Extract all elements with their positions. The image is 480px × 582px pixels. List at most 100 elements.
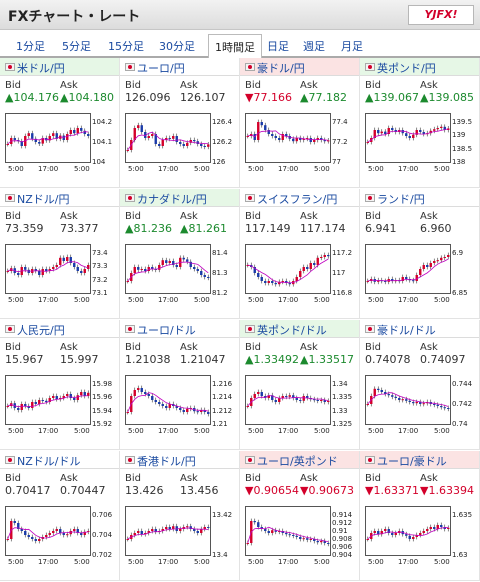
bid-label: Bid bbox=[245, 342, 261, 353]
currency-pair-link[interactable]: カナダドル/円 bbox=[137, 193, 207, 206]
rate-card[interactable]: 米ドル/円 Bid Ask ▲104.176 ▲104.180 104.2 104.1 104… bbox=[0, 58, 120, 188]
tab-monthly[interactable]: 月足 bbox=[341, 40, 363, 53]
x-axis-tick: 5:00 bbox=[368, 165, 384, 173]
rate-card-header: ユーロ/ドル bbox=[120, 320, 239, 338]
candle-body bbox=[24, 267, 27, 270]
candle-body bbox=[189, 261, 192, 267]
candle-body bbox=[299, 400, 302, 401]
currency-pair-link[interactable]: ユーロ/ドル bbox=[137, 324, 196, 337]
tab-daily[interactable]: 日足 bbox=[267, 40, 289, 53]
x-axis-tick: 5:00 bbox=[8, 296, 24, 304]
tab-15min[interactable]: 15分足 bbox=[108, 40, 144, 53]
price-chart[interactable] bbox=[125, 506, 211, 556]
yjfx-logo[interactable]: YJFX! bbox=[408, 5, 474, 25]
currency-pair-link[interactable]: スイスフラン/円 bbox=[257, 193, 338, 206]
candle-body bbox=[436, 260, 439, 262]
currency-pair-link[interactable]: ランド/円 bbox=[377, 193, 425, 206]
candle-body bbox=[48, 269, 51, 271]
candlestick-plot bbox=[366, 124, 450, 145]
candle-body bbox=[151, 529, 154, 531]
candle-body bbox=[267, 531, 270, 533]
price-chart[interactable] bbox=[365, 506, 451, 556]
tab-30min[interactable]: 30分足 bbox=[159, 40, 195, 53]
tab-5min[interactable]: 5分足 bbox=[62, 40, 91, 53]
rate-card[interactable]: 香港ドル/円 Bid Ask 13.426 13.456 13.42 13.4 5:00 17:… bbox=[120, 451, 240, 581]
currency-pair-link[interactable]: ユーロ/円 bbox=[137, 62, 185, 75]
x-axis-tick: 5:00 bbox=[194, 296, 210, 304]
price-chart[interactable] bbox=[365, 375, 451, 425]
candle-body bbox=[288, 534, 291, 536]
candle-body bbox=[87, 134, 90, 136]
rate-card[interactable]: ユーロ/円 Bid Ask 126.096 126.107 126.4 126.2 126 5:… bbox=[120, 58, 240, 188]
rate-card[interactable]: ランド/円 Bid Ask 6.941 6.960 6.9 6.85 5:00 17:00 5:0… bbox=[360, 189, 480, 319]
rate-card[interactable]: 豪ドル/ドル Bid Ask 0.74078 0.74097 0.744 0.742 0.74… bbox=[360, 320, 480, 450]
rate-card[interactable]: 人民元/円 Bid Ask 15.967 15.997 15.98 15.96 15.94 15… bbox=[0, 320, 120, 450]
bid-label: Bid bbox=[245, 211, 261, 222]
candle-body bbox=[168, 261, 171, 263]
currency-pair-link[interactable]: 英ポンド/ドル bbox=[257, 324, 327, 337]
rate-card[interactable]: 豪ドル/円 Bid Ask ▼77.166 ▲77.182 77.4 77.2 77 5:00 1… bbox=[240, 58, 360, 188]
x-axis-tick: 5:00 bbox=[434, 558, 450, 566]
rate-card[interactable]: ユーロ/ドル Bid Ask 1.21038 1.21047 1.216 1.214 1.21… bbox=[120, 320, 240, 450]
price-chart[interactable] bbox=[5, 506, 91, 556]
candlestick-plot bbox=[246, 389, 330, 409]
candle-body bbox=[257, 122, 260, 140]
ask-label: Ask bbox=[60, 211, 78, 222]
rate-card[interactable]: ユーロ/英ポンド Bid Ask ▼0.90654 ▼0.90673 0.914 0.912… bbox=[240, 451, 360, 581]
rate-card[interactable]: スイスフラン/円 Bid Ask 117.149 117.174 117.2 117 116.… bbox=[240, 189, 360, 319]
price-chart[interactable] bbox=[245, 375, 331, 425]
tab-1min[interactable]: 1分足 bbox=[16, 40, 45, 53]
rate-card[interactable]: NZドル/円 Bid Ask 73.359 73.377 73.4 73.3 73.2 73.1… bbox=[0, 189, 120, 319]
tab-1hour[interactable]: 1時間足 bbox=[208, 34, 262, 60]
price-chart[interactable] bbox=[245, 244, 331, 294]
x-axis-tick: 17:00 bbox=[278, 165, 299, 173]
price-chart[interactable] bbox=[365, 113, 451, 163]
y-axis-tick: 104.1 bbox=[92, 138, 113, 146]
candle-body bbox=[41, 400, 44, 401]
x-axis-tick: 17:00 bbox=[398, 558, 419, 566]
candle-body bbox=[327, 400, 330, 402]
currency-pair-link[interactable]: 英ポンド/円 bbox=[377, 62, 436, 75]
candle-body bbox=[154, 134, 157, 144]
currency-pair-link[interactable]: 米ドル/円 bbox=[17, 62, 65, 75]
rate-card[interactable]: カナダドル/円 Bid Ask ▲81.236 ▲81.261 81.4 81.3 81.2 5… bbox=[120, 189, 240, 319]
price-chart[interactable] bbox=[125, 375, 211, 425]
price-chart[interactable] bbox=[245, 506, 331, 556]
candle-body bbox=[271, 134, 274, 136]
price-chart[interactable] bbox=[125, 113, 211, 163]
price-chart[interactable] bbox=[5, 375, 91, 425]
price-chart[interactable] bbox=[125, 244, 211, 294]
rate-card[interactable]: 英ポンド/円 Bid Ask ▲139.067 ▲139.085 139.5 139 138.… bbox=[360, 58, 480, 188]
currency-pair-link[interactable]: ユーロ/英ポンド bbox=[257, 455, 338, 468]
price-chart[interactable] bbox=[5, 113, 91, 163]
candle-body bbox=[76, 395, 79, 400]
candle-body bbox=[20, 529, 23, 531]
tab-weekly[interactable]: 週足 bbox=[303, 40, 325, 53]
rate-card[interactable]: 英ポンド/ドル Bid Ask ▲1.33492 ▲1.33517 1.34 1.335 1.… bbox=[240, 320, 360, 450]
x-axis-tick: 17:00 bbox=[398, 165, 419, 173]
currency-pair-link[interactable]: NZドル/ドル bbox=[17, 455, 81, 468]
ask-value: ▲1.33517 bbox=[300, 353, 354, 366]
candle-body bbox=[323, 255, 326, 257]
candle-body bbox=[133, 533, 136, 535]
currency-pair-link[interactable]: ユーロ/豪ドル bbox=[377, 455, 447, 468]
y-axis-tick: 126.2 bbox=[212, 138, 233, 146]
candle-body bbox=[179, 529, 182, 531]
price-chart[interactable] bbox=[245, 113, 331, 163]
candle-body bbox=[76, 128, 79, 134]
currency-pair-link[interactable]: 香港ドル/円 bbox=[137, 455, 196, 468]
candle-body bbox=[292, 395, 295, 398]
candle-body bbox=[66, 257, 69, 261]
currency-pair-link[interactable]: 人民元/円 bbox=[17, 324, 65, 337]
rate-card[interactable]: NZドル/ドル Bid Ask 0.70417 0.70447 0.706 0.704 0.7… bbox=[0, 451, 120, 581]
price-chart[interactable] bbox=[5, 244, 91, 294]
currency-pair-link[interactable]: 豪ドル/円 bbox=[257, 62, 305, 75]
price-chart[interactable] bbox=[365, 244, 451, 294]
rate-card[interactable]: ユーロ/豪ドル Bid Ask ▼1.63371 ▼1.63394 1.635 1.63 5:… bbox=[360, 451, 480, 581]
moving-average-line bbox=[7, 527, 89, 540]
moving-average-line bbox=[127, 392, 209, 413]
candle-body bbox=[380, 131, 383, 134]
currency-pair-link[interactable]: NZドル/円 bbox=[17, 193, 70, 206]
y-axis-tick: 81.4 bbox=[212, 249, 228, 257]
currency-pair-link[interactable]: 豪ドル/ドル bbox=[377, 324, 436, 337]
